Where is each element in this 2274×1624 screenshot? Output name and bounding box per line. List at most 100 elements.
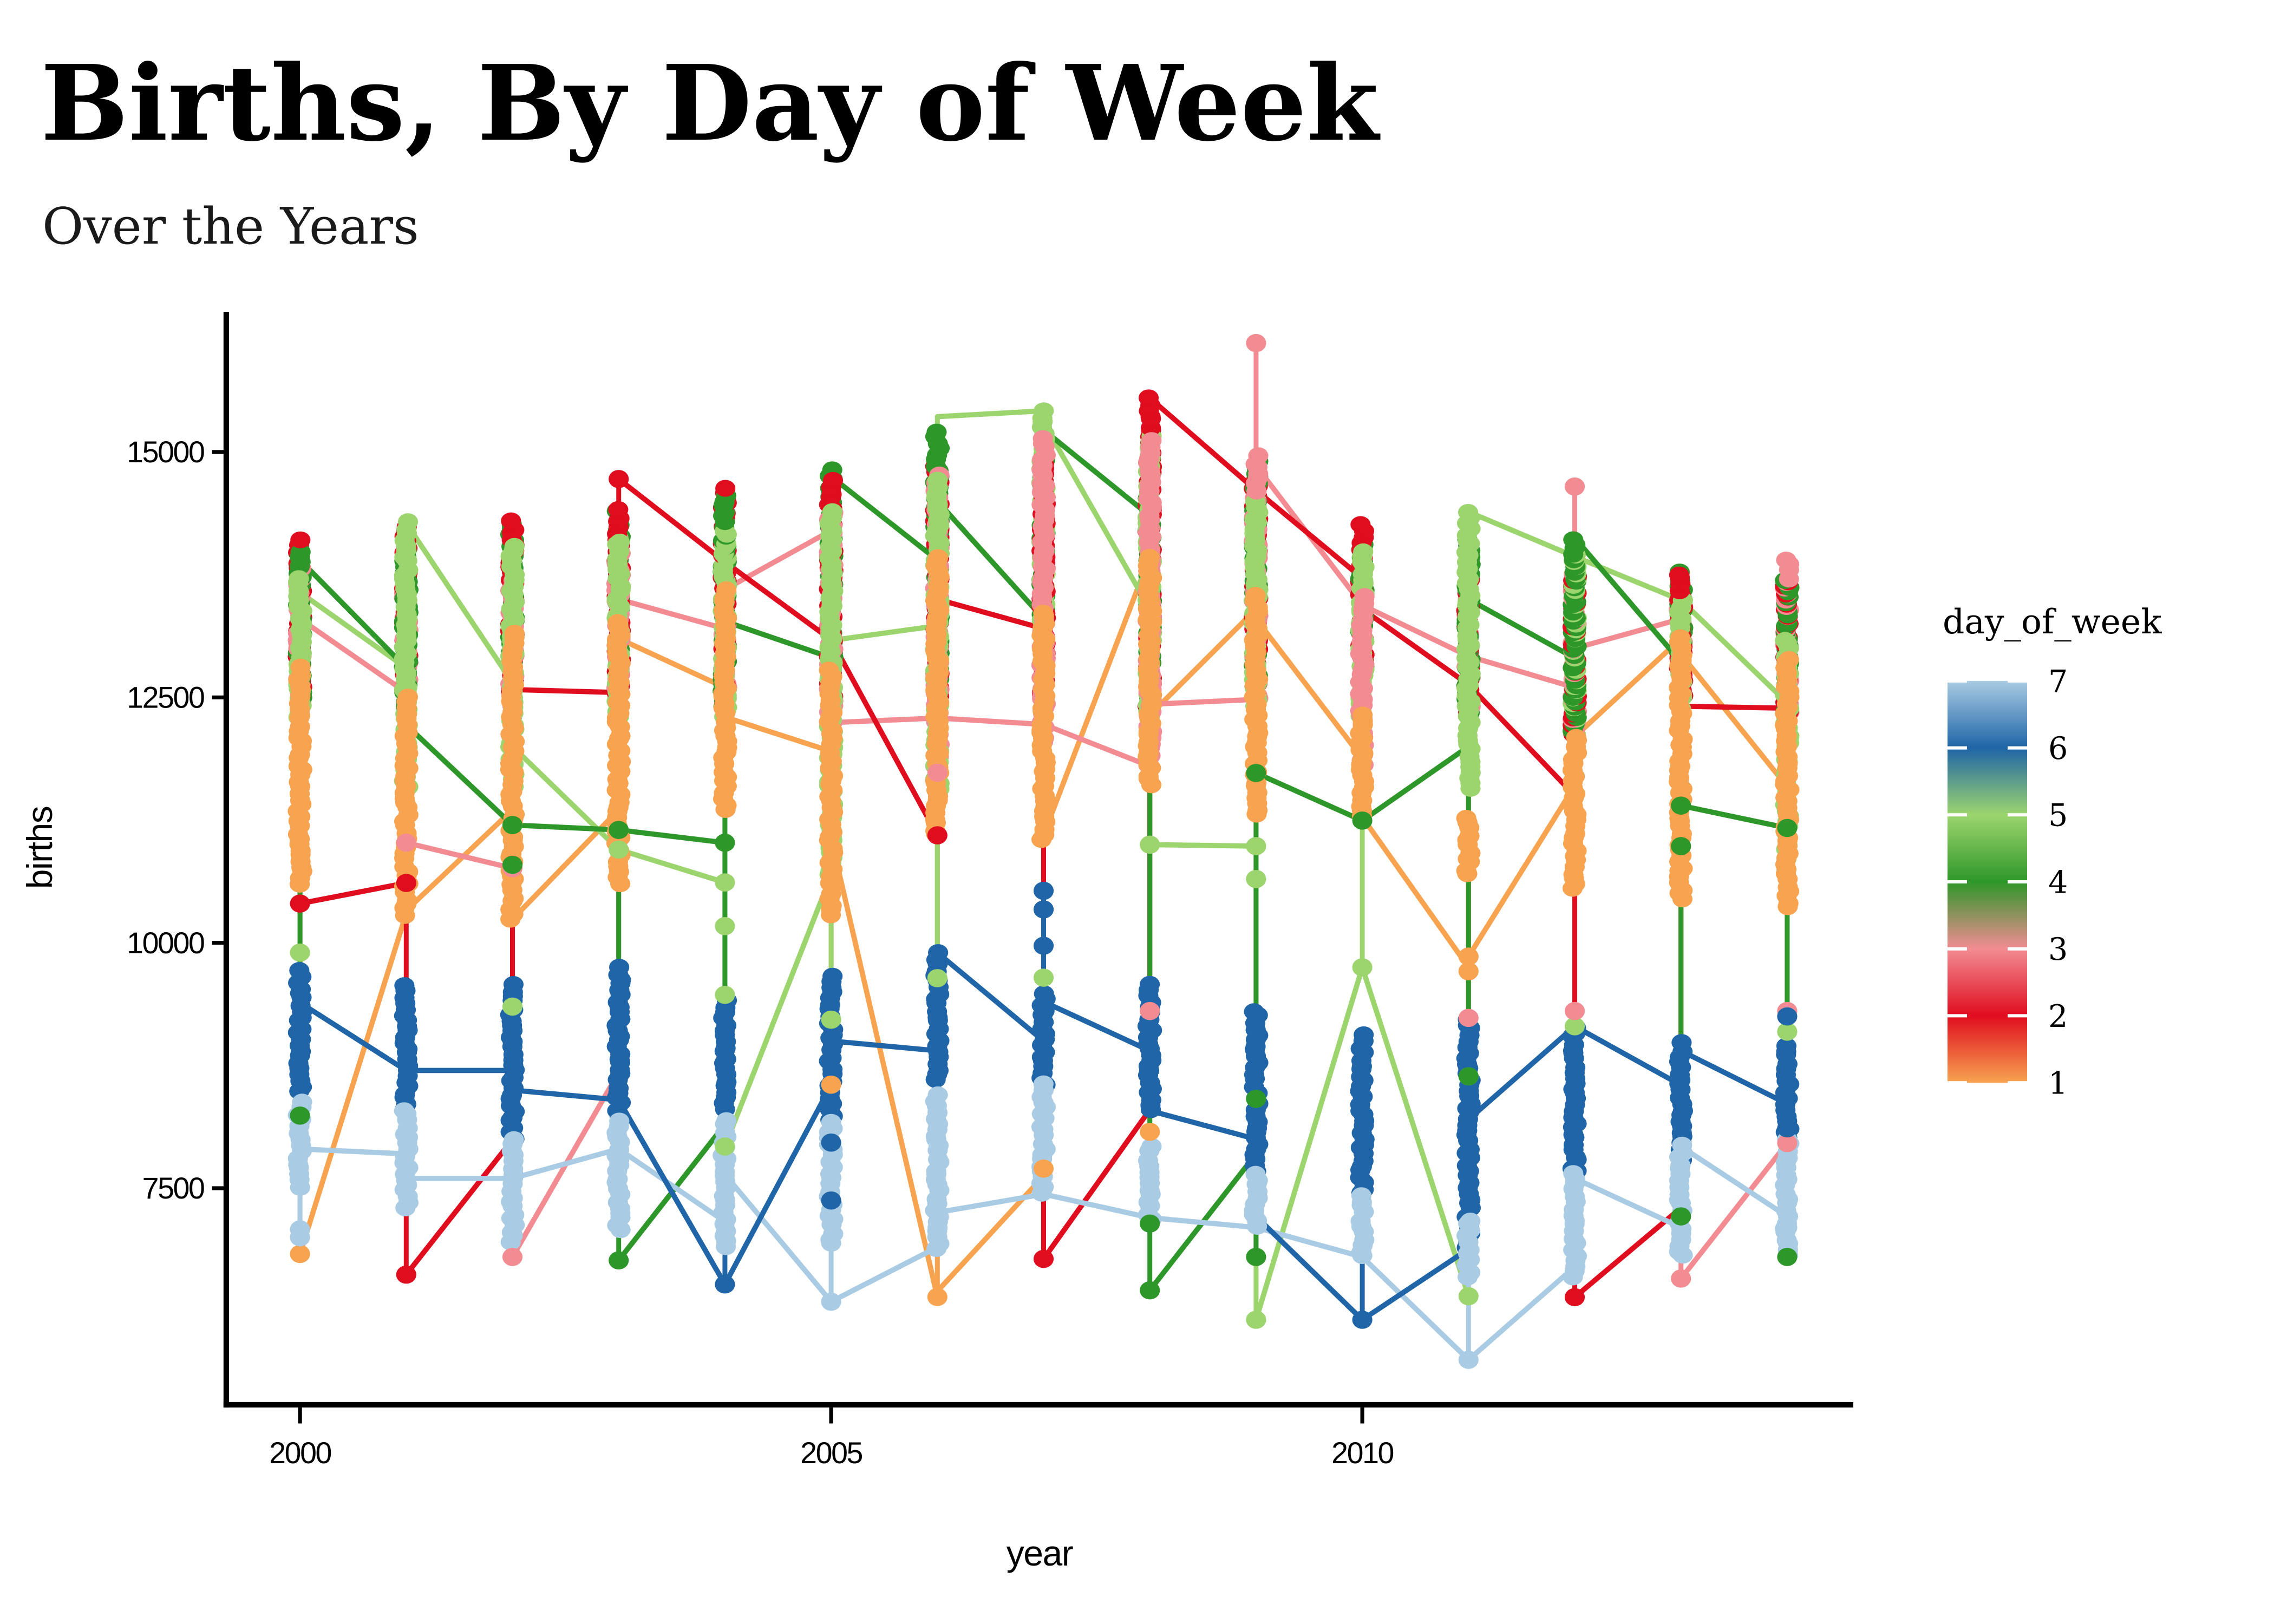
series-diagonal-line <box>616 1146 728 1224</box>
series-diagonal-line <box>935 408 1047 420</box>
series-diagonal-line <box>1678 598 1790 706</box>
data-point <box>1034 402 1054 420</box>
data-points <box>287 333 1800 1369</box>
series-diagonal-line <box>297 1146 409 1157</box>
data-point <box>1141 432 1162 449</box>
data-point <box>1672 1136 1693 1154</box>
data-point <box>290 658 311 676</box>
series-diagonal-line <box>1572 1205 1684 1300</box>
data-point <box>1669 566 1689 584</box>
series-diagonal-line <box>1147 842 1259 849</box>
legend: day_of_week 7 6 5 4 3 2 1 <box>1943 602 2162 1102</box>
data-point <box>397 513 419 531</box>
outlier-point <box>1352 811 1373 830</box>
x-axis-title: year <box>1007 1533 1073 1573</box>
series-diagonal-line <box>616 827 728 846</box>
data-point <box>397 689 419 706</box>
series-diagonal-line <box>509 744 622 853</box>
data-point <box>501 512 521 529</box>
series-diagonal-line <box>722 528 834 592</box>
series-diagonal-line <box>828 474 940 563</box>
outlier-point <box>715 985 735 1004</box>
series-diagonal-line <box>722 1171 834 1305</box>
series-diagonal-line <box>297 880 409 906</box>
outlier-point <box>821 1075 841 1094</box>
series-diagonal-line <box>297 616 409 696</box>
data-point <box>289 570 309 587</box>
data-point <box>504 625 525 642</box>
data-point <box>394 977 415 994</box>
series-diagonal-line <box>509 1146 622 1181</box>
series-diagonal-line <box>828 637 940 838</box>
outlier-point <box>1777 1248 1798 1266</box>
legend-tick-label: 7 <box>2048 664 2068 699</box>
data-point <box>1352 706 1373 724</box>
data-point <box>1775 632 1795 649</box>
outlier-point <box>1777 1119 1798 1138</box>
data-point <box>607 614 628 631</box>
data-point <box>1354 588 1375 605</box>
data-point <box>1776 1037 1797 1055</box>
series-diagonal-line <box>722 618 834 660</box>
series-diagonal-line <box>509 822 622 833</box>
legend-tick-label: 3 <box>2048 932 2068 967</box>
x-axis-ticks: 2000 2005 2010 <box>269 1407 1395 1470</box>
series-diagonal-line <box>1253 770 1365 823</box>
outlier-point <box>1671 837 1691 855</box>
outlier-point <box>1458 947 1479 966</box>
series-diagonal-line <box>1253 965 1365 1322</box>
outlier-point <box>1352 1311 1373 1329</box>
data-point <box>822 503 842 520</box>
series-diagonal-line <box>828 1244 940 1305</box>
outlier-point <box>1458 1009 1479 1027</box>
data-point <box>1776 552 1796 569</box>
x-tick-label: 2005 <box>800 1436 862 1470</box>
series-diagonal-line <box>297 590 409 671</box>
outlier-point <box>290 1228 310 1247</box>
data-point <box>1139 975 1160 993</box>
page-title: Births, By Day of Week <box>41 43 1381 165</box>
series-diagonal-line <box>1572 616 1684 651</box>
data-point <box>1351 1187 1372 1204</box>
series-diagonal-line <box>1678 651 1790 790</box>
outlier-point <box>1033 1159 1054 1178</box>
outlier-point <box>1777 1007 1798 1026</box>
y-axis-ticks: 7500 10000 12500 15000 <box>127 435 226 1205</box>
outlier-point <box>1458 1287 1479 1306</box>
data-point <box>609 959 630 976</box>
data-point <box>1458 503 1479 521</box>
data-point <box>1138 389 1159 407</box>
series-diagonal-line <box>616 476 728 565</box>
series-diagonal-line <box>935 597 1047 632</box>
data-point <box>290 543 311 561</box>
series-diagonal-line <box>1041 999 1153 1053</box>
data-point <box>394 1102 414 1119</box>
outlier-point <box>1352 958 1373 977</box>
outlier-point <box>1564 477 1585 496</box>
outlier-point <box>715 917 735 935</box>
outlier-point <box>1033 1249 1054 1268</box>
data-point <box>819 662 839 679</box>
outlier-point <box>1671 1269 1691 1288</box>
series-diagonal-line <box>297 911 409 1257</box>
outlier-point <box>1777 818 1798 837</box>
data-point <box>1245 1165 1266 1183</box>
data-point <box>715 480 736 497</box>
data-point <box>1670 629 1690 646</box>
outlier-point <box>1140 1122 1160 1141</box>
series-diagonal-line <box>1572 636 1684 739</box>
data-point <box>1566 729 1586 746</box>
outlier-point <box>1140 1214 1160 1233</box>
series-diagonal-line <box>1041 554 1153 837</box>
data-point <box>1141 1138 1162 1155</box>
outlier-point <box>1033 968 1054 987</box>
outlier-point <box>290 1106 310 1125</box>
data-point <box>822 967 843 985</box>
outlier-point <box>1033 937 1054 955</box>
data-point <box>608 501 629 518</box>
data-point <box>1353 543 1374 560</box>
outlier-point <box>1458 962 1479 981</box>
series-diagonal-line <box>1466 783 1578 959</box>
data-point <box>1248 447 1269 464</box>
series-diagonal-line <box>403 520 515 685</box>
